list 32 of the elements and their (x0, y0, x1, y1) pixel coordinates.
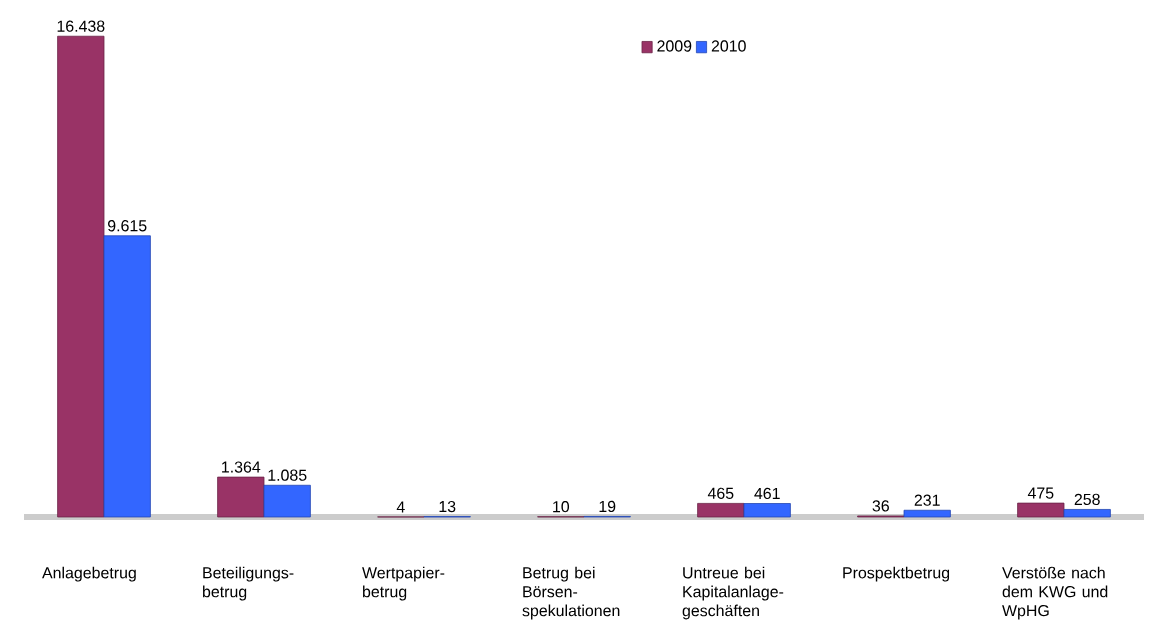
data-label: 16.438 (57, 20, 105, 32)
x-tick-label: Betrug bei Börsen-spekulationen (522, 566, 620, 620)
bar (1017, 502, 1065, 518)
bar (743, 503, 791, 518)
x-tick-label: Beteiligungs-betrug (203, 566, 294, 601)
bar (697, 503, 745, 518)
bar (217, 476, 265, 518)
data-label: 1.364 (222, 461, 261, 473)
data-label: 475 (1027, 487, 1054, 499)
data-label: 1.085 (268, 469, 307, 481)
x-tick-label: Untreue bei Kapitalanlage-geschäften (682, 566, 784, 620)
data-label: 258 (1074, 493, 1100, 506)
data-label: 13 (439, 501, 456, 513)
data-label: 461 (754, 487, 780, 500)
bar (903, 509, 951, 518)
data-label: 9.615 (108, 220, 147, 232)
data-label: 36 (872, 500, 889, 512)
legend-label: 2010 (711, 40, 746, 52)
x-tick-label: Verstöße nach dem KWG und WpHG (1002, 566, 1108, 620)
bar (1063, 509, 1111, 518)
data-label: 10 (553, 501, 570, 513)
x-tick-label: Wertpapier-betrug (362, 566, 445, 601)
data-label: 4 (396, 501, 405, 513)
legend-label: 2009 (657, 40, 692, 52)
x-tick-label: Anlagebetrug (42, 566, 136, 582)
data-label: 465 (707, 487, 734, 500)
bar (103, 235, 151, 518)
data-label: 19 (599, 500, 616, 513)
bar (57, 35, 105, 518)
data-label: 231 (914, 494, 940, 506)
x-tick-label: Prospektbetrug (843, 566, 950, 582)
bar (263, 484, 311, 518)
